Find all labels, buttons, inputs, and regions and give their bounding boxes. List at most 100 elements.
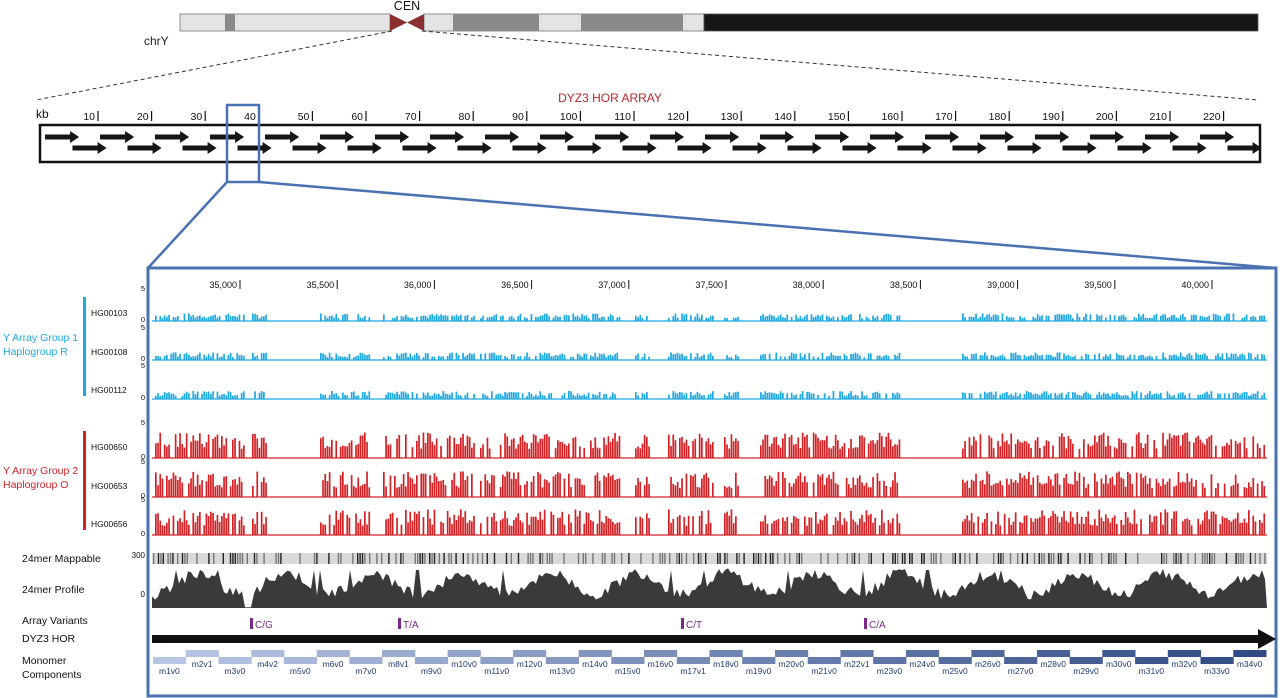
coverage-bar [322, 480, 324, 497]
coverage-bar [453, 472, 456, 497]
hor-arrow-tip [757, 142, 767, 154]
hor-arrow-tip [812, 142, 822, 154]
array-tick-label: 140 [774, 111, 792, 123]
coverage-bar [817, 394, 819, 399]
coverage-bar [779, 356, 782, 360]
coverage-bar [1122, 314, 1125, 321]
coverage-bar [870, 513, 872, 535]
coverage-bar [979, 480, 982, 497]
coverage-bar [528, 448, 531, 458]
coverage-bar [433, 509, 436, 535]
coverage-bar [1021, 317, 1024, 321]
coverage-bar [387, 518, 390, 535]
coverage-bar [364, 391, 366, 399]
coverage-bar [1162, 478, 1164, 497]
coverage-bar [254, 524, 256, 535]
coverage-bar [166, 316, 168, 321]
coverage-bar [885, 393, 888, 399]
hor-arrow-body [1145, 134, 1172, 140]
group2-label-line2: Haplogroup O [3, 479, 68, 491]
coverage-bar [1239, 354, 1241, 360]
coordinate-tick-label: 38,000 [793, 280, 821, 290]
coverage-bar [1188, 441, 1191, 458]
hor-arrow-body [1090, 134, 1117, 140]
coverage-bar [585, 315, 588, 321]
coverage-bar [1050, 516, 1052, 535]
coverage-bar [353, 486, 355, 497]
coverage-bar [364, 511, 366, 535]
monomer-label: m4v2 [257, 659, 278, 669]
coverage-bar [462, 517, 464, 535]
coverage-bar [1089, 446, 1092, 458]
coverage-bar [326, 446, 329, 458]
coverage-bar [252, 485, 254, 497]
monomer-label: m22v1 [844, 659, 870, 669]
coverage-bar [335, 313, 338, 321]
coverage-bar [513, 354, 515, 360]
mappable-mark [846, 553, 848, 564]
coverage-bar [568, 391, 570, 399]
coverage-bar [508, 392, 511, 399]
coverage-bar [587, 392, 590, 399]
coverage-bar [1109, 445, 1112, 458]
coverage-bar [694, 474, 697, 497]
coverage-bar [1149, 478, 1151, 497]
coverage-bar [1219, 393, 1222, 399]
coverage-bar [1100, 478, 1103, 497]
coverage-bar [1208, 315, 1211, 321]
coverage-bar [1140, 519, 1142, 535]
mappable-mark [1060, 553, 1062, 564]
mappable-mark [1079, 553, 1081, 564]
coverage-bar [1087, 443, 1090, 458]
coverage-bar [431, 356, 434, 360]
coverage-bar [768, 392, 771, 399]
coverage-bar [1045, 354, 1048, 360]
coverage-bar [530, 481, 533, 497]
coverage-bar [790, 316, 793, 321]
coverage-bar [440, 445, 442, 458]
coverage-bar [361, 435, 364, 458]
coverage-bar [1241, 318, 1244, 321]
coverage-bar [413, 511, 416, 535]
mappable-mark [1009, 553, 1012, 564]
coverage-bar [1232, 392, 1235, 399]
mappable-mark [448, 553, 450, 564]
hor-arrow-body [1227, 145, 1254, 151]
coverage-bar [359, 435, 362, 458]
coverage-bar [170, 478, 173, 497]
coverage-bar [1003, 356, 1006, 360]
coverage-bar [559, 517, 561, 535]
coverage-bar [383, 314, 385, 321]
coverage-bar [1140, 443, 1142, 458]
coverage-bar [177, 315, 179, 321]
mappable-mark [1165, 553, 1168, 564]
array-tick-label: 150 [828, 111, 846, 123]
coverage-bar [973, 480, 975, 497]
coverage-bar [821, 352, 824, 360]
coverage-bar [876, 315, 879, 321]
coverage-bar [817, 314, 819, 321]
coverage-bar [521, 434, 524, 458]
coverage-bar [223, 513, 225, 535]
coverage-bar [391, 317, 394, 321]
coverage-bar [779, 447, 782, 458]
hor-arrow-body [787, 145, 814, 151]
coverage-bar [707, 477, 710, 497]
coverage-bar [981, 355, 984, 360]
coverage-bar [703, 395, 705, 399]
coverage-bar [223, 445, 225, 458]
coverage-bar [1074, 392, 1076, 399]
coverage-bar [766, 316, 769, 321]
coverage-bar [782, 438, 784, 458]
coverage-bar [1228, 444, 1230, 458]
coverage-bar [806, 392, 808, 399]
coverage-bar [1105, 446, 1107, 458]
coverage-bar [1173, 314, 1175, 321]
coverage-bar [618, 316, 621, 321]
coverage-bar [510, 392, 513, 399]
coverage-bar [1043, 483, 1046, 497]
coverage-bar [821, 474, 824, 497]
coverage-bar [243, 445, 245, 458]
coverage-bar [612, 356, 614, 360]
coverage-bar [1094, 473, 1096, 497]
